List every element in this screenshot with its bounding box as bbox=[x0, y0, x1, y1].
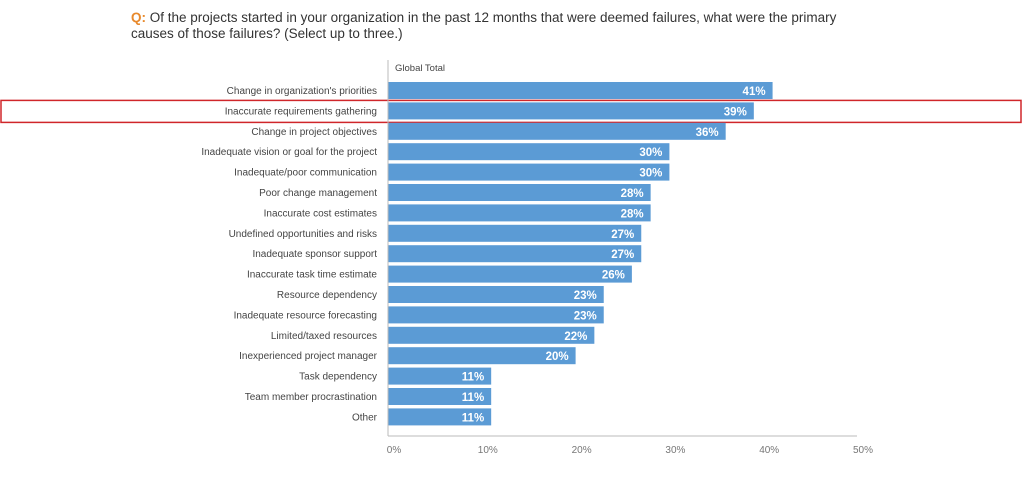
question-prefix: Q: bbox=[131, 10, 146, 25]
data-label: 27% bbox=[611, 249, 634, 261]
category-label: Inexperienced project manager bbox=[239, 351, 378, 362]
data-label: 11% bbox=[462, 412, 484, 424]
bar bbox=[388, 102, 754, 120]
category-label: Inaccurate cost estimates bbox=[264, 208, 377, 219]
category-label: Change in organization's priorities bbox=[227, 86, 377, 97]
data-label: 23% bbox=[574, 310, 597, 322]
x-tick-label: 10% bbox=[478, 445, 498, 456]
x-tick-label: 20% bbox=[572, 445, 592, 456]
data-label: 30% bbox=[639, 168, 662, 180]
bar bbox=[388, 82, 773, 99]
data-label: 28% bbox=[621, 188, 644, 200]
bar bbox=[388, 245, 642, 263]
x-tick-label: 0% bbox=[387, 445, 402, 456]
data-label: 28% bbox=[621, 208, 644, 220]
category-label: Inadequate vision or goal for the projec… bbox=[201, 147, 377, 158]
data-label: 11% bbox=[462, 392, 484, 404]
bar bbox=[388, 265, 632, 283]
bar bbox=[388, 306, 604, 324]
bar bbox=[388, 326, 595, 344]
bar bbox=[388, 286, 604, 303]
bar bbox=[388, 184, 651, 201]
bar bbox=[388, 367, 492, 385]
data-label: 27% bbox=[611, 229, 634, 241]
bar bbox=[388, 122, 726, 140]
series-label: Global Total bbox=[395, 63, 445, 74]
category-label: Inadequate resource forecasting bbox=[234, 310, 377, 321]
data-label: 11% bbox=[462, 372, 484, 384]
data-label: 36% bbox=[696, 127, 719, 139]
bar bbox=[388, 408, 492, 426]
category-label: Other bbox=[352, 412, 378, 423]
x-tick-label: 40% bbox=[759, 445, 779, 456]
bar bbox=[388, 347, 576, 365]
highlight-box bbox=[0, 99, 1022, 124]
category-label: Task dependency bbox=[299, 372, 377, 383]
category-label: Inaccurate task time estimate bbox=[247, 270, 377, 281]
data-label: 20% bbox=[546, 351, 569, 363]
data-label: 39% bbox=[724, 106, 747, 118]
category-label: Inaccurate requirements gathering bbox=[225, 106, 377, 117]
data-label: 22% bbox=[564, 331, 587, 343]
category-label: Change in project objectives bbox=[251, 127, 377, 138]
category-label: Inadequate sponsor support bbox=[252, 249, 377, 260]
data-label: 26% bbox=[602, 270, 625, 282]
category-label: Resource dependency bbox=[277, 290, 377, 301]
question-text: Of the projects started in your organiza… bbox=[131, 10, 837, 41]
data-label: 30% bbox=[639, 147, 662, 159]
category-label: Poor change management bbox=[259, 188, 377, 199]
x-tick-label: 50% bbox=[853, 445, 873, 456]
x-tick-label: 30% bbox=[665, 445, 685, 456]
bar bbox=[388, 224, 642, 242]
category-label: Team member procrastination bbox=[245, 392, 377, 403]
bar bbox=[388, 388, 492, 405]
data-label: 23% bbox=[574, 290, 597, 302]
category-label: Undefined opportunities and risks bbox=[229, 229, 377, 240]
category-label: Limited/taxed resources bbox=[271, 331, 377, 342]
category-label: Inadequate/poor communication bbox=[234, 168, 377, 179]
chart-title: Q: Of the projects started in your organ… bbox=[131, 10, 871, 42]
bar bbox=[388, 143, 670, 161]
bar bbox=[388, 163, 670, 181]
bar bbox=[388, 204, 651, 222]
data-label: 41% bbox=[743, 86, 766, 98]
